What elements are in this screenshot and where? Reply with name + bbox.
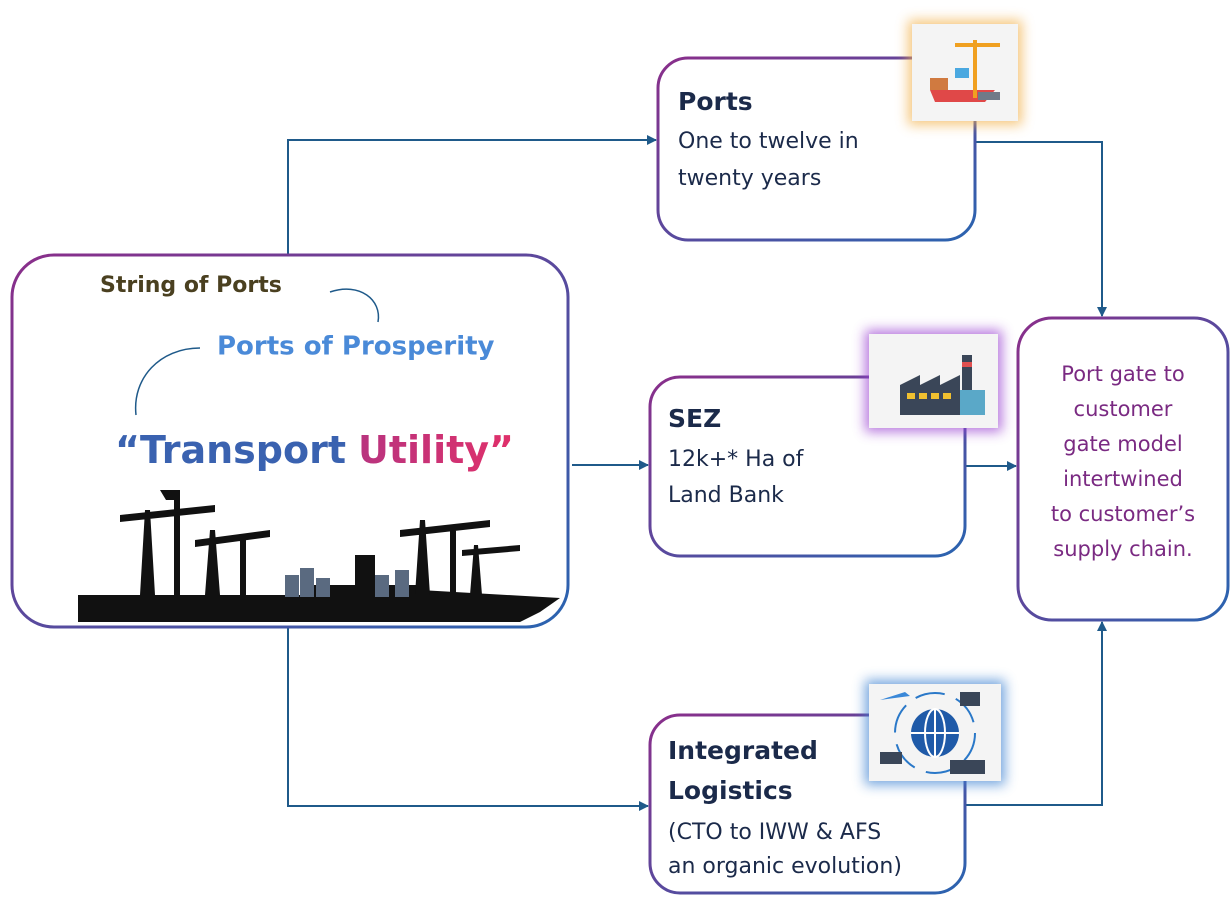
box-text: an organic evolution): [668, 854, 902, 879]
slogan: “Transport Utility”: [115, 428, 514, 472]
arrow: [975, 142, 1102, 316]
outcome-line: intertwined: [1063, 467, 1183, 491]
box-text: One to twelve in: [678, 129, 859, 154]
slogan-part: “Transport: [115, 428, 346, 472]
box-title: Ports: [678, 87, 753, 116]
outcome-line: to customer’s: [1051, 502, 1195, 526]
outcome-line: supply chain.: [1053, 537, 1192, 561]
slogan-part: Utility”: [358, 428, 514, 472]
outcome-line: customer: [1074, 397, 1173, 421]
logistics-icon: [865, 680, 1005, 785]
outcome-line: Port gate to: [1061, 362, 1184, 386]
ports-icon: [908, 20, 1022, 125]
box-text: (CTO to IWW & AFS: [668, 820, 881, 845]
box-title: Integrated: [668, 736, 818, 765]
box-text: twenty years: [678, 166, 821, 191]
box-text: Land Bank: [668, 483, 784, 508]
outcome-line: gate model: [1063, 432, 1182, 456]
arrow: [288, 627, 648, 806]
box-text: 12k+* Ha of: [668, 447, 805, 472]
box-title: Logistics: [668, 776, 793, 805]
tagline: Ports of Prosperity: [217, 332, 495, 362]
tagline: String of Ports: [100, 273, 282, 298]
arrow: [288, 140, 656, 255]
box-title: SEZ: [668, 404, 721, 433]
sez-icon: [865, 330, 1002, 432]
diagram: String of Ports Ports of Prosperity “Tra…: [0, 0, 1230, 898]
